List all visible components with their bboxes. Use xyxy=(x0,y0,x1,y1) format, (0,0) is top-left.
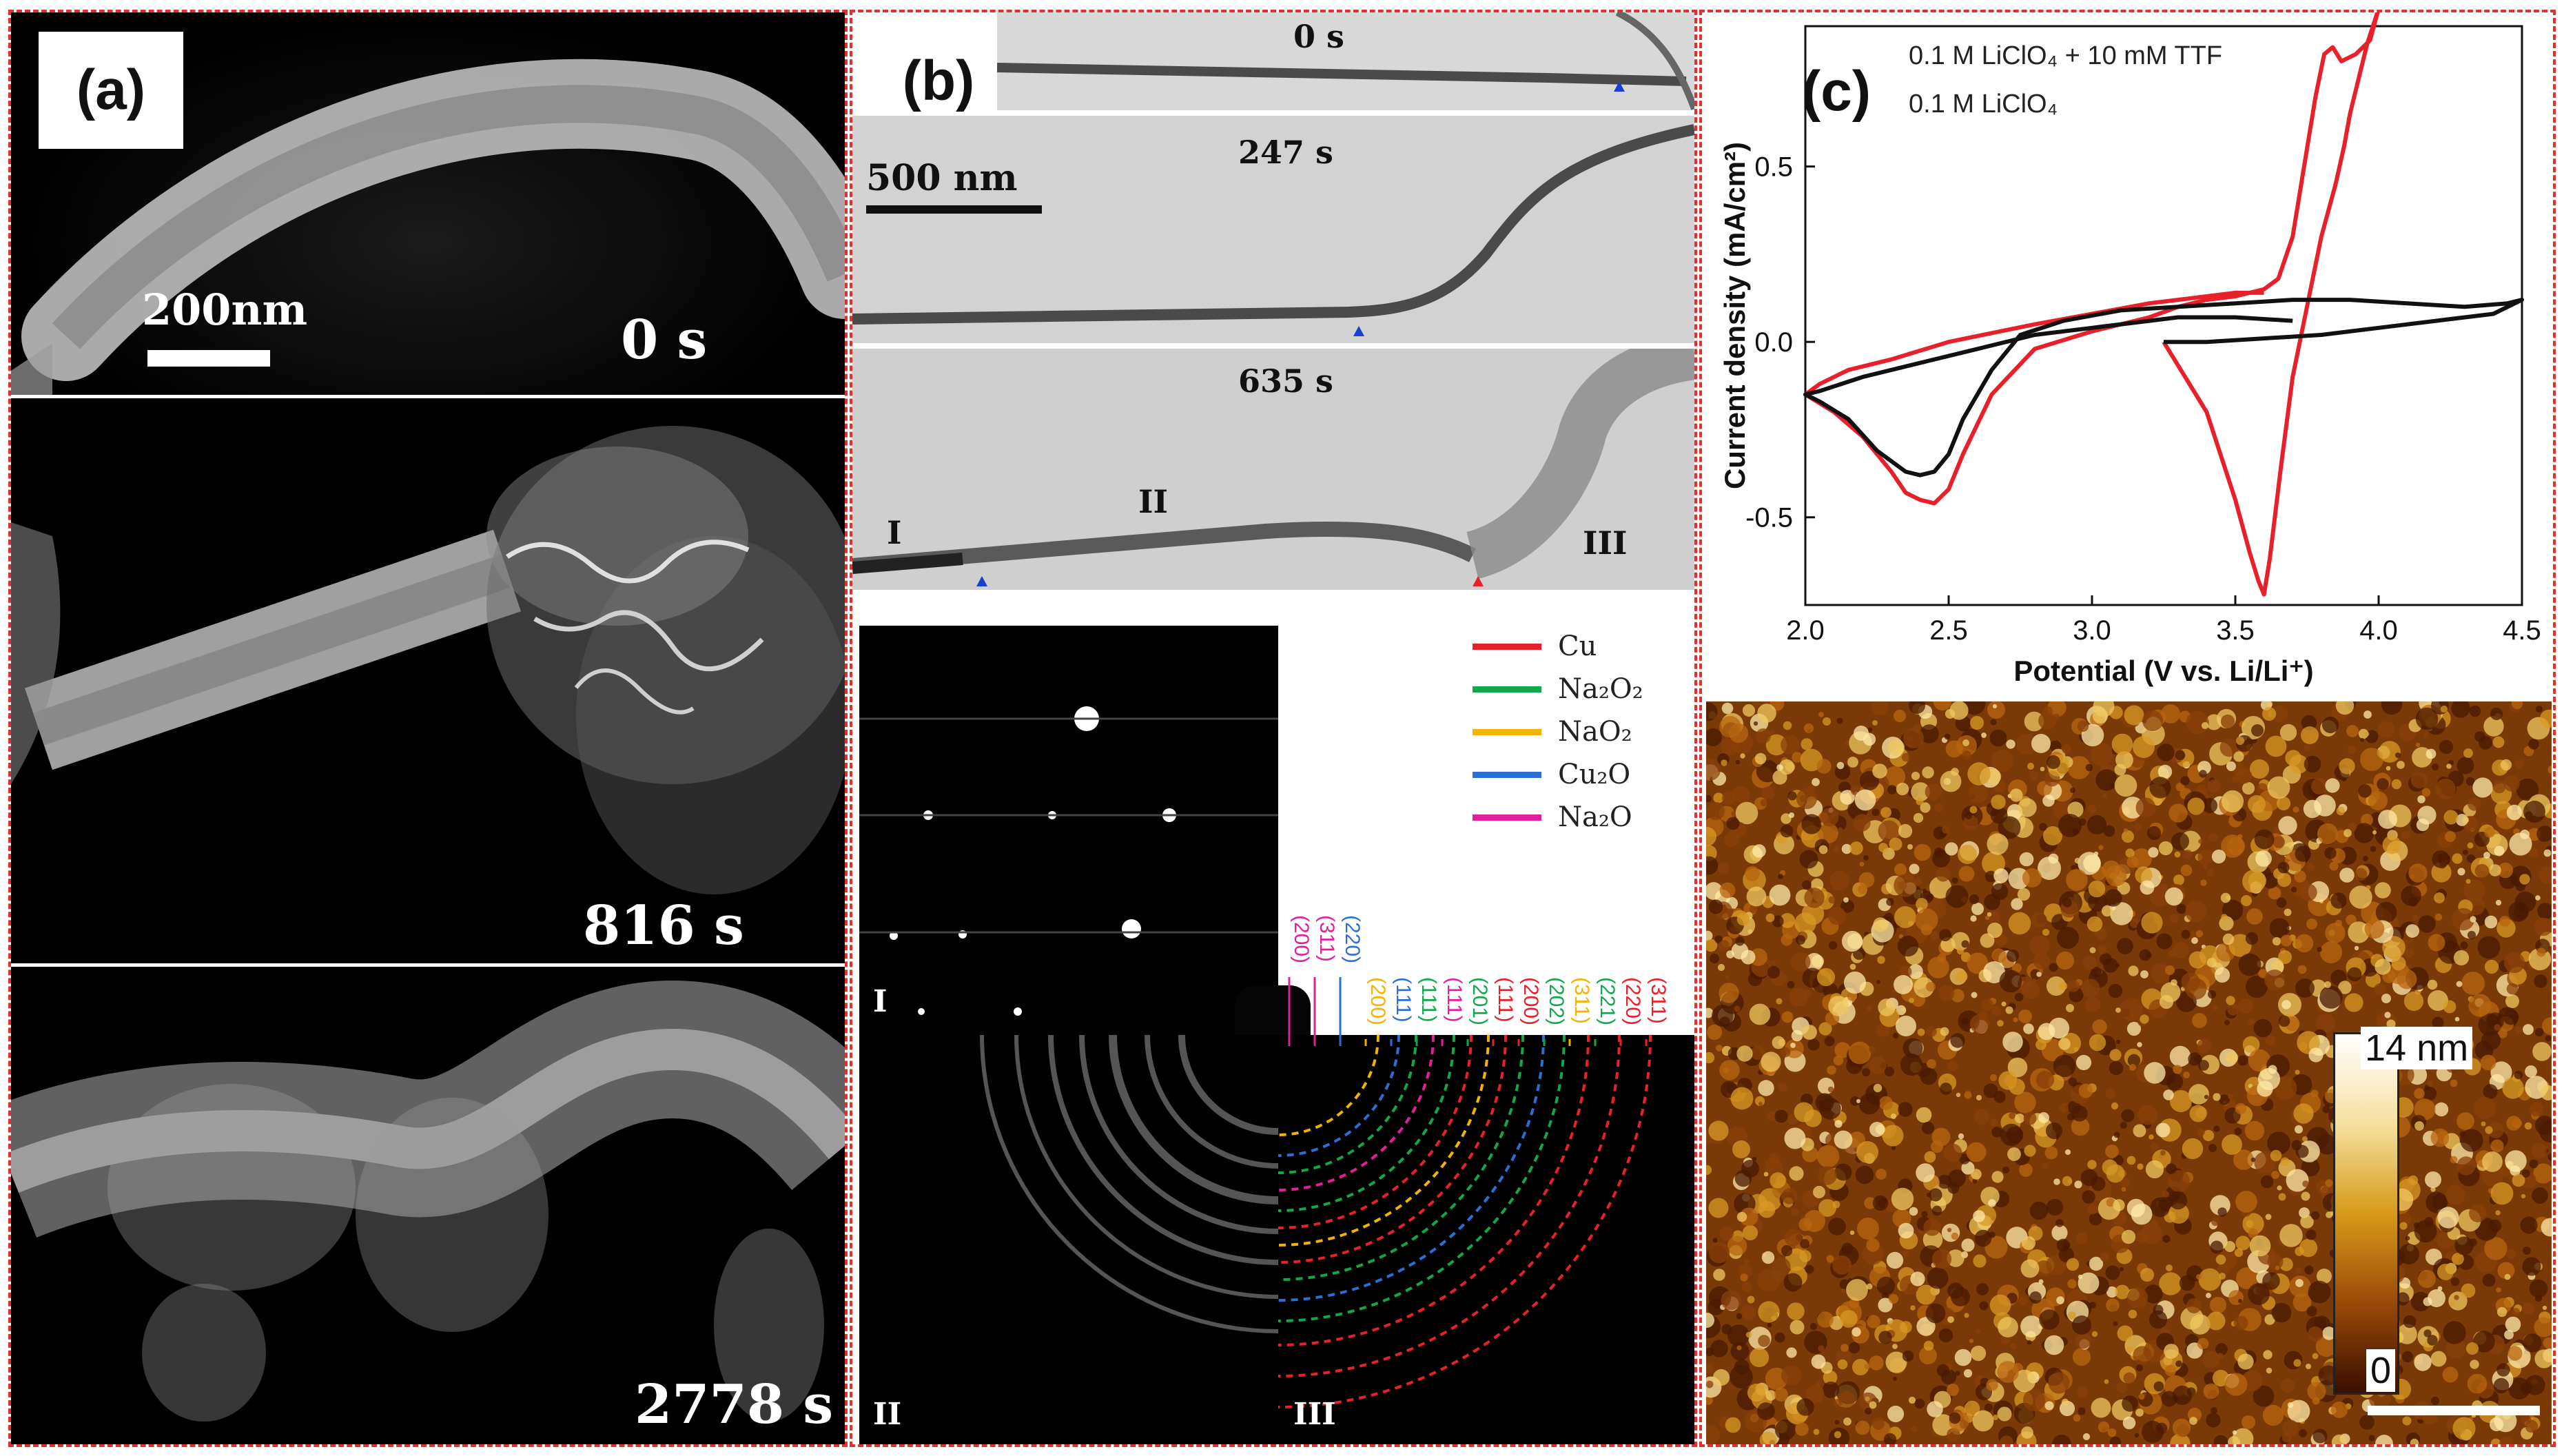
tem-frame-0s: (a) 200nm 0 s xyxy=(11,12,845,395)
hkl-label: (111) xyxy=(1392,977,1415,1023)
marker-red-635s xyxy=(1473,576,1484,586)
x-tick-label: 4.0 xyxy=(2359,615,2398,646)
x-tick-label: 3.5 xyxy=(2216,615,2255,646)
legend-row-cu2o: Cu₂O xyxy=(1473,754,1630,795)
chart-legend: 0.1 M LiClO₄ + 10 mM TTF 0.1 M LiClO₄ xyxy=(1909,41,2222,119)
hkl-label: (311) xyxy=(1570,977,1593,1024)
nanowire-0s xyxy=(11,59,845,395)
saed-pattern-I: I xyxy=(859,626,1278,1035)
panel-a: (a) 200nm 0 s 816 s 2778 s xyxy=(8,10,848,1447)
frame-time-b-0: 0 s xyxy=(1293,18,1344,55)
legend-label-1: 0.1 M LiClO₄ xyxy=(1909,90,2058,119)
scale-bar-b xyxy=(866,205,1042,214)
series-line-0 xyxy=(1803,12,2380,597)
hkl-label: (111) xyxy=(1494,977,1517,1023)
panel-c: (c) 2.0 2.5 3.0 3.5 4.0 4.5 -0.5 0.0 0.5 Potenti… xyxy=(1699,10,2556,1447)
hkl-label: (202) xyxy=(1545,977,1568,1025)
marker-blue-635s xyxy=(976,576,987,586)
region-label-II-saed: II xyxy=(873,1397,902,1432)
frame-time-b-1: 247 s xyxy=(1238,134,1333,171)
afm-colorbar xyxy=(2333,1032,2399,1395)
legend-swatch xyxy=(1473,728,1541,735)
frame-time-b-2: 635 s xyxy=(1238,362,1333,400)
legend-row-na2o: Na₂O xyxy=(1473,797,1632,838)
y-tick-label: -0.5 xyxy=(1745,503,1793,533)
x-tick-label: 2.5 xyxy=(1929,615,1968,646)
legend-label: Na₂O xyxy=(1558,801,1632,833)
legend-label: Cu₂O xyxy=(1558,759,1631,790)
hkl-label: (311) xyxy=(1315,915,1338,962)
saed-pattern-III: III xyxy=(1278,1035,1694,1444)
tem-frame-2778s: 2778 s xyxy=(11,967,845,1444)
series-line-1 xyxy=(1803,298,2524,478)
saed-pattern-II: II xyxy=(859,1035,1278,1444)
hkl-label: (200) xyxy=(1519,977,1542,1025)
legend-swatch xyxy=(1473,814,1541,821)
legend-row-na2o2: Na₂O₂ xyxy=(1473,668,1643,710)
panel-tag-a: (a) xyxy=(39,32,183,149)
legend-swatch xyxy=(1473,686,1541,693)
x-tick-label: 2.0 xyxy=(1786,615,1825,646)
cv-chart: 2.0 2.5 3.0 3.5 4.0 4.5 -0.5 0.0 0.5 Potential (… xyxy=(1719,12,2541,687)
region-label-II-strip: II xyxy=(1138,483,1169,520)
legend-swatch xyxy=(1473,771,1541,778)
nanowire-2778s xyxy=(11,980,845,1422)
legend-swatch xyxy=(1473,643,1541,650)
region-label-III-strip: III xyxy=(1583,524,1628,562)
scale-bar-label-b: 500 nm xyxy=(866,157,1018,199)
marker-blue-247s xyxy=(1353,326,1364,336)
hkl-label: (220) xyxy=(1341,915,1364,963)
hkl-label: (311) xyxy=(1647,977,1670,1024)
scale-bar-a xyxy=(147,350,270,367)
legend-label: Na₂O₂ xyxy=(1558,673,1643,705)
x-tick-label: 4.5 xyxy=(2503,615,2541,646)
frame-time-a-1: 816 s xyxy=(583,894,744,957)
region-label-I-strip: I xyxy=(887,514,902,551)
region-label-I-saed: I xyxy=(873,984,888,1019)
marker-blue-0s xyxy=(1614,81,1625,92)
afm-colorbar-min: 0 xyxy=(2366,1349,2396,1392)
frame-time-a-2: 2778 s xyxy=(635,1373,834,1436)
afm-image: 14 nm 0 xyxy=(1706,701,2552,1444)
hkl-label: (221) xyxy=(1596,977,1619,1025)
y-tick-label: 0.5 xyxy=(1754,152,1793,183)
diffraction-index-labels: (200) (311) (220)(200) (111) (111) (111) (201)… xyxy=(1288,915,1670,1046)
chart-series xyxy=(1803,12,2524,597)
x-axis-label: Potential (V vs. Li/Li⁺) xyxy=(2013,655,2313,687)
nanowire-816s xyxy=(11,426,845,894)
frame-time-a-0: 0 s xyxy=(621,309,708,371)
panel-b: 0 s (b) 247 s 500 nm 635 s I II III xyxy=(850,10,1697,1447)
legend-row-cu: Cu xyxy=(1473,626,1597,667)
legend-label-0: 0.1 M LiClO₄ + 10 mM TTF xyxy=(1909,41,2222,70)
phase-legend: Cu Na₂O₂ NaO₂ Cu₂O Na₂O xyxy=(1473,626,1693,846)
plot-frame xyxy=(1804,25,2523,606)
hkl-label: (111) xyxy=(1417,977,1440,1023)
tem-strip-247s: 247 s 500 nm xyxy=(852,116,1694,343)
hkl-label: (111) xyxy=(1443,977,1466,1023)
panel-tag-c: (c) xyxy=(1778,40,1895,143)
scale-bar-label-a: 200nm xyxy=(142,285,308,335)
afm-colorbar-max: 14 nm xyxy=(2361,1027,2473,1069)
chart-axes: 2.0 2.5 3.0 3.5 4.0 4.5 -0.5 0.0 0.5 xyxy=(1745,25,2541,646)
hkl-label: (200) xyxy=(1366,977,1389,1025)
hkl-label: (201) xyxy=(1468,977,1491,1025)
hkl-label: (200) xyxy=(1290,915,1313,963)
legend-row-nao2: NaO₂ xyxy=(1473,711,1632,752)
y-tick-label: 0.0 xyxy=(1754,327,1793,358)
afm-scale-bar xyxy=(2368,1406,2540,1415)
x-tick-label: 3.0 xyxy=(2073,615,2111,646)
tem-strip-0s: 0 s xyxy=(997,12,1694,110)
hkl-label: (220) xyxy=(1621,977,1644,1025)
region-label-III-saed: III xyxy=(1293,1397,1336,1432)
legend-label: Cu xyxy=(1558,630,1597,662)
tem-strip-635s: 635 s I II III xyxy=(852,349,1694,590)
tem-frame-816s: 816 s xyxy=(11,398,845,963)
y-axis-label: Current density (mA/cm²) xyxy=(1719,142,1751,489)
legend-label: NaO₂ xyxy=(1558,716,1632,748)
